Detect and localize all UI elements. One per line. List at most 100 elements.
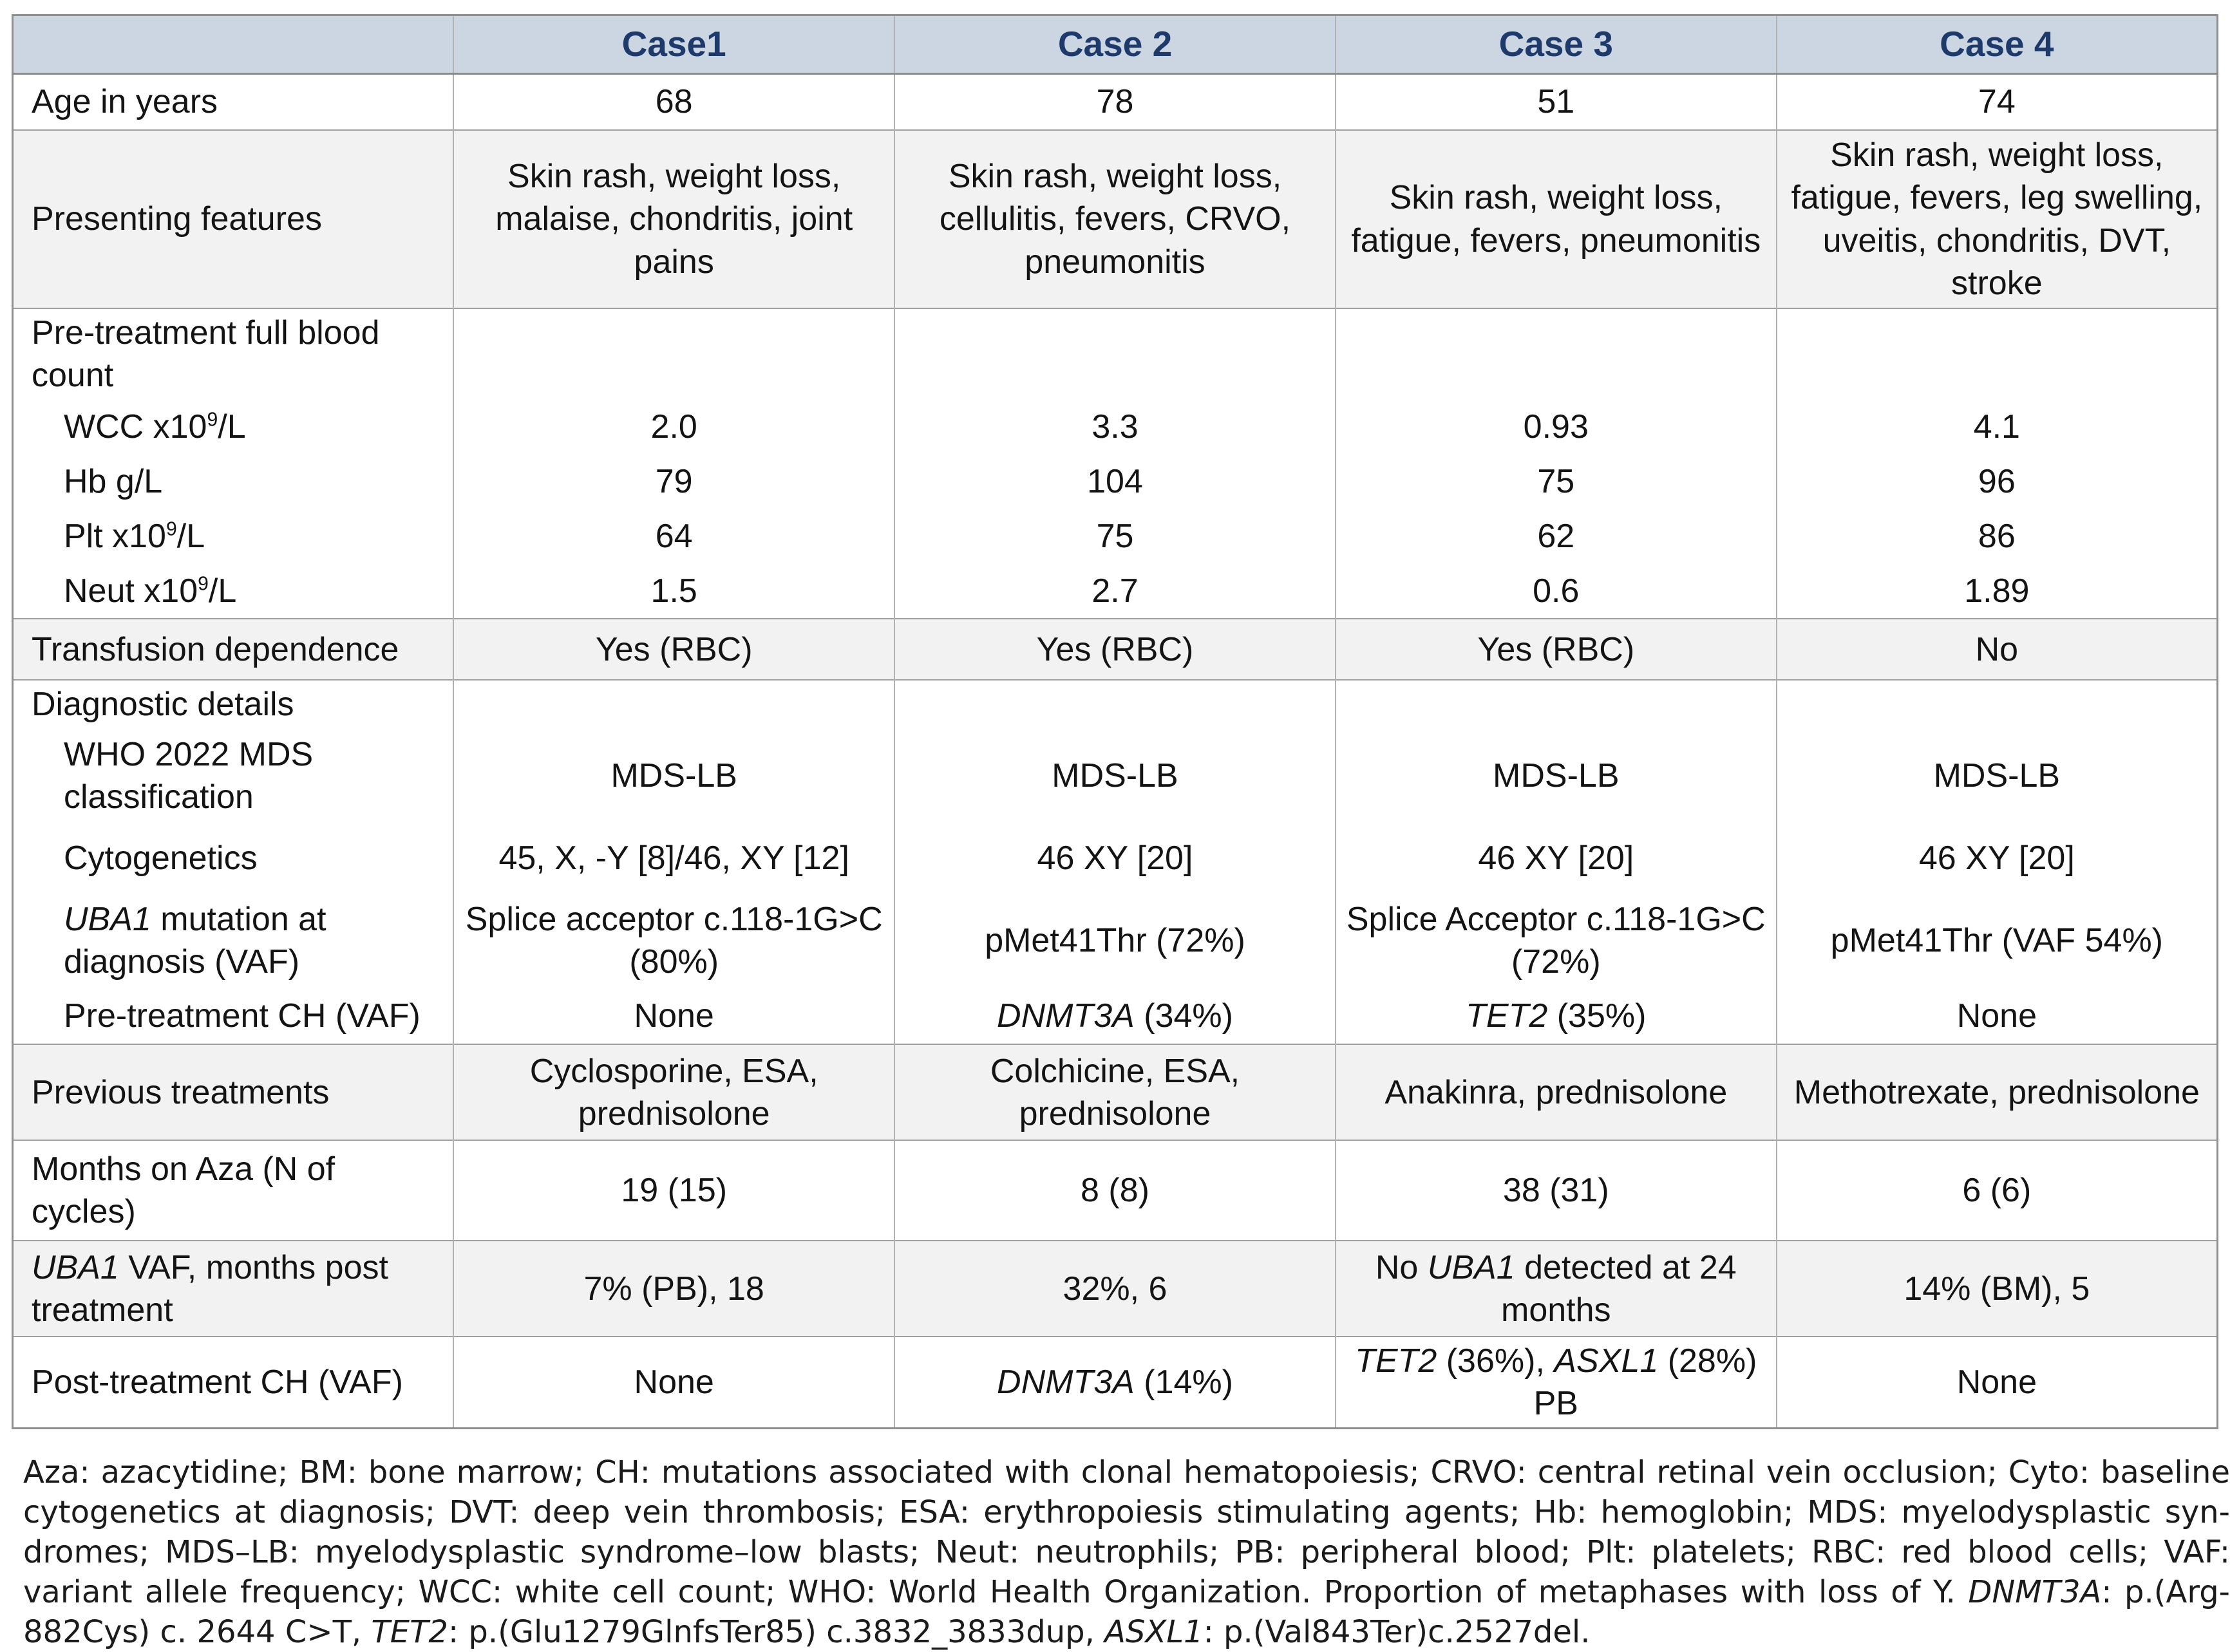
cell-pre-treatment-ch-case3: TET2 (35%) — [1334, 988, 1777, 1045]
header-case3: Case 3 — [1334, 15, 1777, 75]
cell-months-on-aza-case4: 6 (6) — [1775, 1140, 2218, 1241]
table-body: Age in years 68 78 51 74 Presenting features S… — [12, 73, 2218, 1429]
row-label-diagnostic-details-header: Diagnostic details — [12, 679, 454, 729]
cell-diagnostic-details-header-case2 — [894, 679, 1336, 729]
row-uba1-mutation-at-diagnosis: UBA1 mutation at diagnosis (VAF) Splice a… — [13, 893, 2218, 989]
cell-diagnostic-details-header-case4 — [1775, 679, 2218, 729]
cell-pre-treatment-ch-case4: None — [1775, 988, 2218, 1045]
row-label-uba1-mutation-at-diagnosis: UBA1 mutation at diagnosis (VAF) — [64, 901, 326, 981]
row-who-classification: WHO 2022 MDS classification MDS-LB MDS-LB M… — [13, 728, 2218, 824]
cell-who-classification-case1: MDS-LB — [453, 728, 895, 824]
cell-hb-case1: 79 — [453, 454, 895, 509]
row-label-neut: Neut x109/L — [64, 572, 237, 610]
header-case2: Case 2 — [894, 15, 1336, 75]
row-label-previous-treatments: Previous treatments — [12, 1044, 454, 1141]
header-case1: Case1 — [453, 15, 895, 75]
cell-uba1-mutation-at-diagnosis-case3: Splice Acceptor c.118-1G>C (72%) — [1334, 893, 1777, 989]
row-presenting-features: Presenting features Skin rash, weight los… — [12, 129, 2218, 308]
cell-uba1-vaf-post-treatment-case1: 7% (PB), 18 — [453, 1240, 895, 1337]
cell-post-treatment-ch-case1: None — [453, 1336, 895, 1429]
cell-post-treatment-ch-case3: TET2 (36%), ASXL1 (28%) PB — [1334, 1336, 1777, 1429]
row-label-cytogenetics: Cytogenetics — [64, 840, 258, 878]
row-label-plt: Plt x109/L — [64, 517, 205, 555]
row-label-blood-count-header: Pre-treatment full blood count — [12, 307, 454, 400]
cell-months-on-aza-case3: 38 (31) — [1334, 1140, 1777, 1241]
footnote: Aza: azacytidine; BM: bone marrow; CH: m… — [23, 1452, 2230, 1652]
row-label-age: Age in years — [12, 73, 454, 130]
cell-wcc-case4: 4.1 — [1775, 399, 2218, 455]
row-previous-treatments: Previous treatments Cyclosporine, ESA, pr… — [12, 1044, 2218, 1141]
cell-diagnostic-details-header-case3 — [1334, 679, 1777, 729]
cell-wcc-case2: 3.3 — [894, 399, 1336, 455]
header-case4: Case 4 — [1775, 15, 2218, 75]
row-label-presenting-features: Presenting features — [12, 129, 454, 308]
footnote-line-4: variant allele frequency; WCC: white cel… — [23, 1574, 2230, 1611]
cell-plt-case3: 62 — [1334, 509, 1777, 564]
case-comparison-table: Case1 Case 2 Case 3 Case 4 Age in years 6… — [12, 14, 2218, 1430]
cell-blood-count-header-case2 — [894, 307, 1336, 400]
row-diagnostic-details-header: Diagnostic details — [12, 679, 2218, 729]
row-cytogenetics: Cytogenetics 45, X, -Y [8]/46, XY [12] 46 … — [13, 823, 2218, 894]
cell-uba1-mutation-at-diagnosis-case2: pMet41Thr (72%) — [894, 893, 1336, 989]
row-uba1-vaf-post-treatment: UBA1 VAF, months post treatment 7% (PB), … — [12, 1240, 2218, 1337]
row-months-on-aza: Months on Aza (N of cycles) 19 (15) 8 (8) 3… — [12, 1140, 2218, 1241]
cell-transfusion-dependence-case4: No — [1775, 618, 2218, 681]
cell-diagnostic-details-header-case1 — [453, 679, 895, 729]
cell-plt-case1: 64 — [453, 509, 895, 564]
cell-neut-case2: 2.7 — [894, 563, 1336, 619]
table-header: Case1 Case 2 Case 3 Case 4 — [12, 15, 2218, 75]
cell-plt-case4: 86 — [1775, 509, 2218, 564]
row-age: Age in years 68 78 51 74 — [12, 73, 2218, 130]
row-label-uba1-vaf-post-treatment: UBA1 VAF, months post treatment — [12, 1240, 454, 1337]
cell-previous-treatments-case1: Cyclosporine, ESA, prednisolone — [453, 1044, 895, 1141]
cell-presenting-features-case3: Skin rash, weight loss, fatigue, fevers,… — [1334, 129, 1777, 308]
cell-previous-treatments-case3: Anakinra, prednisolone — [1334, 1044, 1777, 1141]
cell-age-case3: 51 — [1334, 73, 1777, 130]
row-transfusion-dependence: Transfusion dependence Yes (RBC) Yes (RBC)… — [12, 618, 2218, 681]
row-plt: Plt x109/L 64 75 62 86 — [13, 509, 2218, 564]
row-pre-treatment-ch: Pre-treatment CH (VAF) None DNMT3A (34%) TE… — [13, 988, 2218, 1045]
cell-neut-case4: 1.89 — [1775, 563, 2218, 619]
cell-age-case4: 74 — [1775, 73, 2218, 130]
row-blood-count-header: Pre-treatment full blood count — [12, 307, 2218, 400]
header-corner-cell — [12, 15, 454, 75]
footnote-line-2: cytogenetics at diagnosis; DVT: deep vei… — [23, 1494, 2230, 1531]
cell-uba1-vaf-post-treatment-case2: 32%, 6 — [894, 1240, 1336, 1337]
cell-presenting-features-case1: Skin rash, weight loss, malaise, chondri… — [453, 129, 895, 308]
cell-post-treatment-ch-case4: None — [1775, 1336, 2218, 1429]
row-neut: Neut x109/L 1.5 2.7 0.6 1.89 — [13, 563, 2218, 619]
cell-cytogenetics-case1: 45, X, -Y [8]/46, XY [12] — [453, 823, 895, 894]
cell-uba1-vaf-post-treatment-case3: No UBA1 detected at 24 months — [1334, 1240, 1777, 1337]
cell-months-on-aza-case1: 19 (15) — [453, 1140, 895, 1241]
row-wcc: WCC x109/L 2.0 3.3 0.93 4.1 — [13, 399, 2218, 455]
cell-wcc-case3: 0.93 — [1334, 399, 1777, 455]
cell-presenting-features-case4: Skin rash, weight loss, fatigue, fevers,… — [1775, 129, 2218, 308]
cell-transfusion-dependence-case1: Yes (RBC) — [453, 618, 895, 681]
cell-transfusion-dependence-case3: Yes (RBC) — [1334, 618, 1777, 681]
row-label-who-classification: WHO 2022 MDS classification — [64, 736, 314, 816]
footnote-line-5: 882Cys) c. 2644 C>T, TET2: p.(Glu1279Gln… — [23, 1614, 1591, 1651]
cell-blood-count-header-case4 — [1775, 307, 2218, 400]
cell-uba1-mutation-at-diagnosis-case1: Splice acceptor c.118-1G>C (80%) — [453, 893, 895, 989]
cell-previous-treatments-case4: Methotrexate, prednisolone — [1775, 1044, 2218, 1141]
row-label-wcc: WCC x109/L — [64, 408, 246, 446]
footnote-line-1: Aza: azacytidine; BM: bone marrow; CH: m… — [23, 1454, 2230, 1491]
cell-cytogenetics-case3: 46 XY [20] — [1334, 823, 1777, 894]
row-hb: Hb g/L 79 104 75 96 — [13, 454, 2218, 509]
cell-cytogenetics-case4: 46 XY [20] — [1775, 823, 2218, 894]
cell-neut-case3: 0.6 — [1334, 563, 1777, 619]
cell-who-classification-case2: MDS-LB — [894, 728, 1336, 824]
cell-plt-case2: 75 — [894, 509, 1336, 564]
cell-who-classification-case3: MDS-LB — [1334, 728, 1777, 824]
cell-hb-case4: 96 — [1775, 454, 2218, 509]
row-label-months-on-aza: Months on Aza (N of cycles) — [12, 1140, 454, 1241]
cell-presenting-features-case2: Skin rash, weight loss, cellulitis, feve… — [894, 129, 1336, 308]
cell-blood-count-header-case3 — [1334, 307, 1777, 400]
cell-transfusion-dependence-case2: Yes (RBC) — [894, 618, 1336, 681]
cell-blood-count-header-case1 — [453, 307, 895, 400]
row-post-treatment-ch: Post-treatment CH (VAF) None DNMT3A (14%) T… — [12, 1336, 2218, 1429]
cell-pre-treatment-ch-case1: None — [453, 988, 895, 1045]
cell-hb-case3: 75 — [1334, 454, 1777, 509]
cell-uba1-mutation-at-diagnosis-case4: pMet41Thr (VAF 54%) — [1775, 893, 2218, 989]
cell-months-on-aza-case2: 8 (8) — [894, 1140, 1336, 1241]
